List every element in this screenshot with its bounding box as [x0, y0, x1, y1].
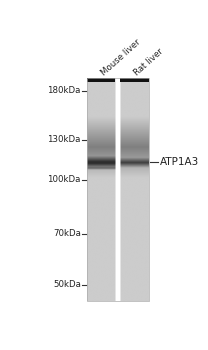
Text: ATP1A3: ATP1A3	[160, 158, 199, 167]
Bar	[87, 78, 115, 82]
Bar	[120, 78, 149, 82]
Text: 50kDa: 50kDa	[53, 280, 81, 289]
Text: 180kDa: 180kDa	[47, 86, 81, 95]
Text: 100kDa: 100kDa	[47, 175, 81, 184]
Text: 70kDa: 70kDa	[53, 229, 81, 238]
Text: Rat liver: Rat liver	[133, 46, 166, 77]
Text: 130kDa: 130kDa	[47, 135, 81, 144]
Text: Mouse liver: Mouse liver	[100, 37, 143, 77]
